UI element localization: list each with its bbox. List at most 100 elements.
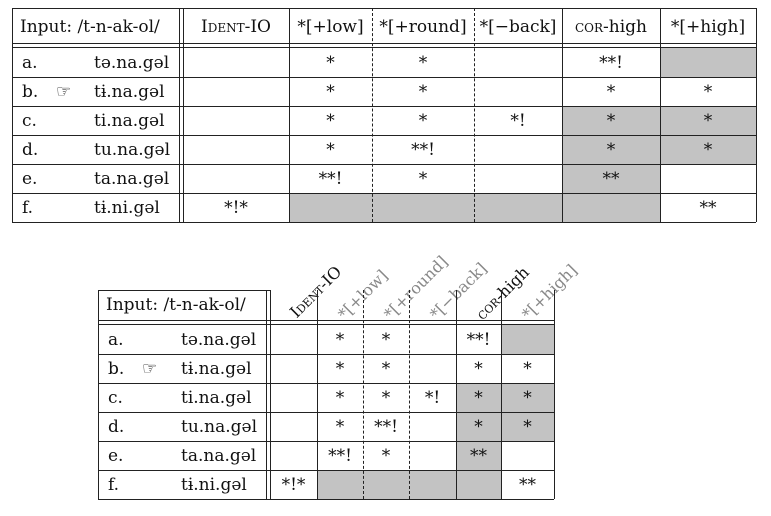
header-cor-prefix: cor [574, 16, 604, 37]
rule-top [12, 8, 756, 9]
header-round: *[+round] [379, 16, 467, 37]
mark-low: * [326, 110, 335, 131]
rule-row-c [12, 135, 756, 136]
rule-row-e [12, 193, 756, 194]
candidate: ti.na.gəl [181, 387, 252, 408]
pointing-hand-icon: ☞ [56, 81, 72, 102]
mark-high: ** [519, 474, 536, 495]
shade-c-cor [562, 106, 660, 193]
mark-low: * [335, 329, 345, 350]
candidate: tu.na.gəl [181, 416, 258, 437]
mark-cor: * [606, 81, 616, 102]
header-high: *[+high] [670, 16, 746, 37]
candidate: tɨ.ni.gəl [181, 474, 247, 495]
rule-header-1 [12, 43, 756, 44]
row-label: b. [22, 81, 39, 102]
candidate: tu.na.gəl [94, 139, 171, 160]
mark-cor: * [474, 387, 483, 408]
candidate: tɨ.na.gəl [181, 358, 252, 379]
rule-right [756, 8, 757, 222]
tableau-rotated: Ident-IO *[+low] *[+round] *[−back] cor-… [0, 230, 771, 516]
mark-back: *! [510, 110, 526, 131]
mark-high: * [523, 358, 532, 379]
shade-a-high [660, 48, 756, 77]
mark-cor: * [474, 358, 483, 379]
mark-low: * [335, 387, 345, 408]
tableau-horizontal: Input: /t-n-ak-ol/ Ident-IO *[+low] *[+r… [0, 0, 771, 240]
row-label: d. [108, 416, 125, 437]
rule-top [98, 290, 270, 291]
mark-high: * [703, 110, 713, 131]
row-label: f. [22, 197, 34, 218]
mark-round: * [418, 110, 428, 131]
rule-header-2 [12, 47, 756, 48]
row-label: e. [108, 445, 124, 466]
header-cor-high: cor -high [562, 10, 660, 43]
mark-round: * [418, 168, 428, 189]
mark-high: * [703, 139, 713, 160]
rule-low [363, 290, 364, 499]
candidate: tə.na.gəl [181, 329, 257, 350]
rule-ident [317, 290, 318, 499]
mark-round: * [381, 387, 391, 408]
mark-high: * [703, 81, 713, 102]
rule-input-2 [270, 290, 271, 499]
row-label: a. [22, 52, 38, 73]
rule-input-2 [183, 8, 184, 222]
rule-low [372, 8, 373, 222]
mark-round: * [381, 329, 391, 350]
row-label: a. [108, 329, 124, 350]
mark-low: **! [328, 445, 352, 466]
mark-cor: * [474, 416, 483, 437]
mark-cor: ** [470, 445, 487, 466]
mark-cor: * [606, 139, 616, 160]
candidate: tə.na.gəl [94, 52, 170, 73]
rule-bottom [98, 499, 554, 500]
mark-low: * [335, 358, 345, 379]
row-label: d. [22, 139, 39, 160]
mark-low: * [326, 81, 335, 102]
rule-row-e [98, 470, 554, 471]
rule-header-1 [98, 320, 554, 321]
mark-high: * [523, 387, 532, 408]
shade-c-cor [456, 383, 501, 470]
mark-ident: *!* [224, 197, 248, 218]
mark-cor: ** [602, 168, 620, 189]
rule-left [98, 290, 99, 499]
mark-high: * [523, 416, 532, 437]
rule-cor [660, 8, 661, 222]
rule-round [474, 8, 475, 222]
rotated-cor-suffix: -high [490, 262, 533, 306]
row-label: e. [22, 168, 38, 189]
rule-row-b [12, 106, 756, 107]
mark-cor: * [606, 110, 616, 131]
rule-row-d [98, 441, 554, 442]
mark-cor: **! [466, 329, 491, 350]
row-label: f. [108, 474, 120, 495]
mark-cor: **! [599, 52, 623, 73]
mark-round: * [381, 445, 391, 466]
input-label: Input: /t-n-ak-ol/ [20, 16, 160, 37]
rule-right [554, 290, 555, 499]
rule-ident [289, 8, 290, 222]
rule-row-b [98, 383, 554, 384]
mark-low: **! [318, 168, 343, 189]
header-low: *[+low] [297, 16, 364, 37]
shade-a-high [501, 325, 554, 354]
rule-row-a [12, 77, 756, 78]
rule-row-d [12, 164, 756, 165]
candidate: ta.na.gəl [181, 445, 257, 466]
mark-high: ** [699, 197, 717, 218]
mark-low: * [335, 416, 345, 437]
rule-row-a [98, 354, 554, 355]
rule-round [409, 290, 410, 499]
rule-back [456, 290, 457, 499]
mark-low: * [326, 139, 335, 160]
input-label: Input: /t-n-ak-ol/ [106, 295, 246, 315]
mark-round: * [418, 81, 428, 102]
rule-left [12, 8, 13, 222]
mark-back: *! [424, 387, 441, 408]
mark-ident: *!* [281, 474, 306, 495]
rule-header-2 [98, 324, 554, 325]
row-label: b. [108, 358, 125, 379]
